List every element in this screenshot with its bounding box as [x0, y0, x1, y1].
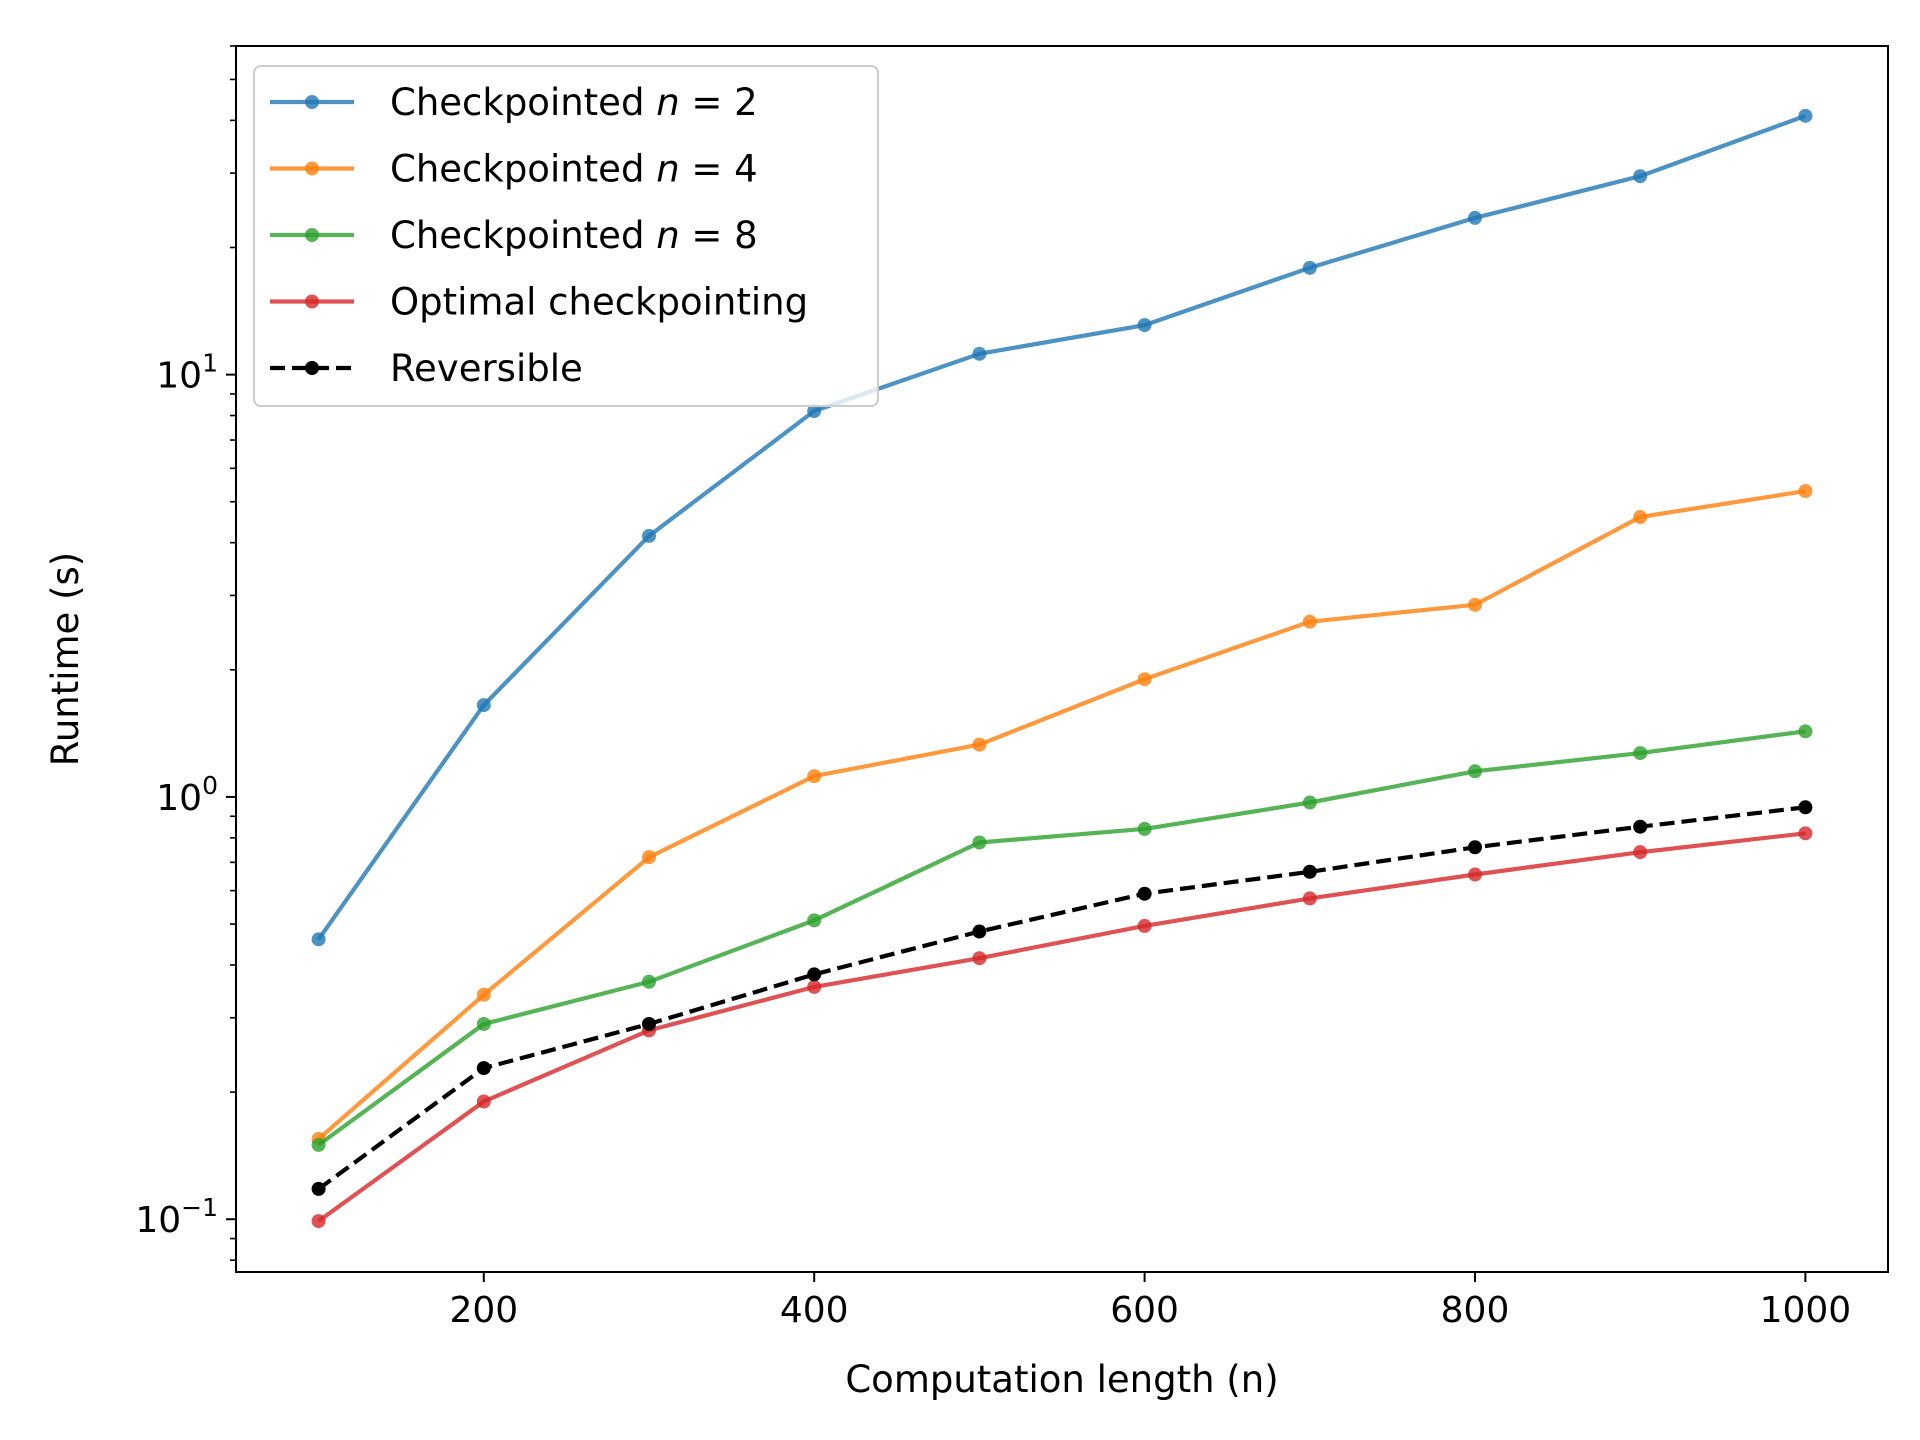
x-axis-label: Computation length (n): [845, 1358, 1278, 1401]
data-point: [972, 924, 987, 939]
legend-marker: [305, 361, 319, 375]
series-3: [311, 826, 1813, 1229]
data-point: [476, 1094, 491, 1109]
data-point: [642, 1016, 656, 1031]
data-point: [1302, 891, 1317, 906]
data-point: [476, 698, 491, 713]
data-point: [1302, 864, 1317, 879]
legend-marker: [305, 161, 319, 176]
data-point: [972, 737, 987, 752]
y-axis-label: Runtime (s): [44, 552, 87, 766]
data-point: [311, 1214, 326, 1229]
legend-label: Optimal checkpointing: [390, 281, 808, 324]
data-point: [807, 913, 822, 928]
legend-label: Checkpointed n = 4: [390, 148, 758, 191]
axis-ticks: 200 400 600 800 1000 10−1 100 101: [135, 349, 1851, 1331]
data-point: [1798, 826, 1813, 841]
series-2: [311, 724, 1813, 1152]
x-tick-label: 600: [1110, 1290, 1179, 1331]
data-point: [1137, 672, 1152, 687]
y-tick-label: 10−1: [135, 1193, 218, 1241]
data-point: [1633, 819, 1648, 834]
data-point: [642, 974, 656, 989]
plot-frame: [235, 45, 1889, 1273]
x-tick-label: 200: [449, 1290, 518, 1331]
series-line: [317, 729, 1806, 1147]
data-point: [642, 850, 656, 865]
series-line: [317, 489, 1806, 1141]
data-point: [476, 1016, 491, 1031]
data-point: [1137, 918, 1152, 933]
data-point: [1302, 795, 1317, 810]
series-line: [317, 805, 1806, 1191]
series-4: [311, 800, 1813, 1196]
data-point: [1633, 746, 1648, 761]
x-tick-label: 1000: [1760, 1290, 1852, 1331]
data-point: [1798, 724, 1813, 739]
data-point: [311, 1181, 326, 1196]
x-tick-label: 800: [1441, 1290, 1510, 1331]
data-point: [1468, 597, 1482, 612]
data-point: [1302, 260, 1317, 275]
series-line: [316, 113, 1807, 941]
data-point: [1468, 764, 1482, 779]
data-point: [1137, 318, 1152, 333]
data-point: [476, 1061, 491, 1076]
data-point: [807, 967, 822, 982]
data-point: [311, 932, 326, 947]
legend-frame: [253, 65, 879, 407]
data-point: [1468, 840, 1482, 855]
data-point: [1468, 867, 1482, 882]
data-point: [972, 835, 987, 850]
data-point: [972, 951, 987, 966]
legend-marker: [305, 95, 319, 109]
legend-label: Checkpointed n = 2: [390, 81, 758, 124]
data-point: [1137, 821, 1152, 836]
legend: Checkpointed n = 2 Checkpointed n = 4 Chec…: [253, 65, 879, 407]
y-tick-label: 100: [156, 771, 218, 819]
legend-marker: [305, 294, 319, 309]
data-point: [807, 979, 822, 994]
data-point: [1798, 800, 1813, 815]
data-point: [1633, 510, 1648, 525]
data-point: [1798, 108, 1813, 123]
data-point: [1633, 169, 1648, 184]
data-point: [972, 346, 987, 361]
data-point: [311, 1137, 326, 1152]
data-point: [807, 769, 822, 784]
data-point: [476, 987, 491, 1002]
series-0: [311, 108, 1813, 947]
data-point: [1302, 614, 1317, 629]
series-layer: [311, 108, 1813, 1229]
data-point: [1468, 210, 1482, 225]
data-point: [642, 528, 656, 543]
series-line: [317, 831, 1806, 1223]
data-point: [1633, 845, 1648, 860]
data-point: [1798, 484, 1813, 499]
data-point: [807, 404, 822, 419]
y-tick-label: 101: [156, 349, 218, 397]
legend-label: Checkpointed n = 8: [390, 214, 758, 257]
x-tick-label: 400: [780, 1290, 849, 1331]
data-point: [1137, 886, 1152, 901]
legend-label: Reversible: [390, 347, 583, 390]
legend-marker: [305, 228, 319, 242]
